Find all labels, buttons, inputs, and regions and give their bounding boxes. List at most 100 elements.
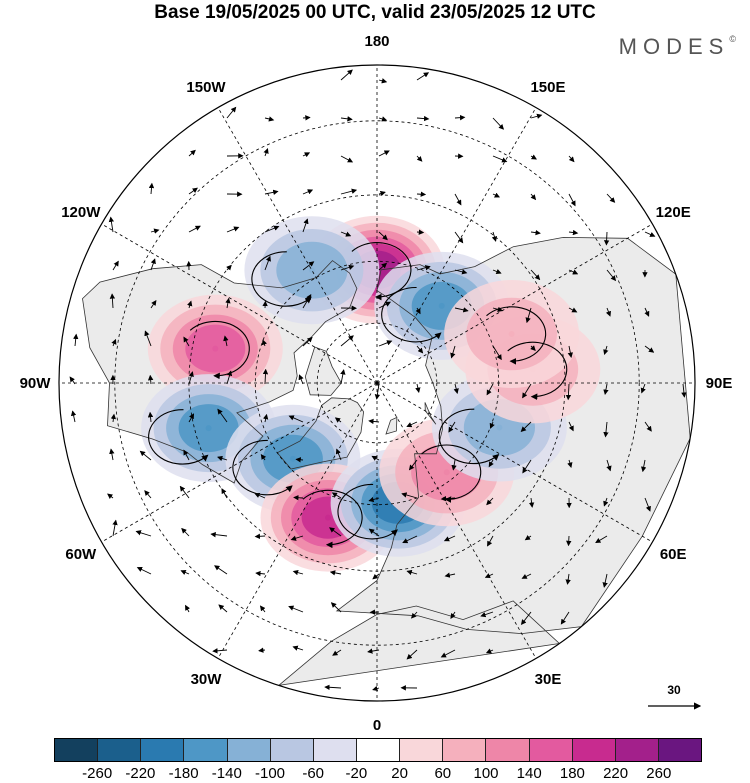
longitude-label: 120E <box>656 204 691 221</box>
longitude-label: 90W <box>20 375 52 392</box>
wind-vector <box>218 604 228 613</box>
meridian <box>376 107 537 384</box>
wind-vector <box>448 421 456 433</box>
circulation-arrow <box>251 251 312 307</box>
wind-vector <box>487 535 494 547</box>
wind-vector <box>492 192 501 198</box>
wind-vector <box>292 569 304 576</box>
wind-vector <box>416 191 427 197</box>
wind-vector <box>378 150 390 157</box>
wind-vector <box>112 519 118 537</box>
meridian <box>101 223 378 384</box>
colorbar-segment <box>184 739 228 761</box>
wind-vector <box>258 647 266 653</box>
wind-vector <box>263 148 269 157</box>
wind-vector <box>334 417 342 423</box>
wind-vector <box>568 193 576 207</box>
wind-vector <box>292 645 304 651</box>
wind-vector <box>298 374 304 385</box>
colorbar-tick-label: -100 <box>254 765 286 782</box>
wind-vector <box>524 535 532 541</box>
colorbar-segment <box>55 739 99 761</box>
wind-vector <box>69 376 76 385</box>
wind-vector <box>450 345 456 359</box>
wind-vector <box>221 488 228 499</box>
wind-vector <box>368 528 380 537</box>
polar-map: 180 150E 120E 90E 60E 30E 0 30W 60W 90W 120W 150W 3… <box>20 33 733 734</box>
wind-vector <box>415 383 421 393</box>
wind-vector <box>408 459 418 471</box>
land-mass <box>278 600 560 686</box>
wind-vector <box>416 115 430 122</box>
wind-vector <box>485 648 494 654</box>
circulation-arrow <box>232 439 293 496</box>
coastline <box>304 346 342 396</box>
wind-vector <box>644 497 651 512</box>
wind-vector <box>150 228 160 234</box>
wind-vector <box>378 301 391 309</box>
colorbar-segment <box>313 739 357 761</box>
wind-vector <box>681 383 687 398</box>
colorbar-segment <box>98 739 142 761</box>
anomaly-core <box>496 424 503 431</box>
wind-vector <box>340 155 354 163</box>
wind-vector <box>565 383 572 401</box>
colorbar-segment <box>356 739 401 761</box>
wind-vector <box>492 155 508 163</box>
wind-vector <box>226 226 240 233</box>
wind-vector <box>568 307 578 313</box>
wind-vector <box>372 685 380 692</box>
wind-vector <box>488 459 494 468</box>
wind-vector <box>492 117 505 130</box>
wind-vector <box>290 535 304 541</box>
wind-vector <box>368 496 380 503</box>
wind-vector <box>187 300 193 309</box>
wind-vector <box>530 193 537 201</box>
wind-vector <box>525 307 532 324</box>
colorbar-segment <box>658 739 702 761</box>
wind-vector <box>568 269 579 275</box>
wind-vector <box>212 648 228 654</box>
wind-vector <box>640 383 646 394</box>
wind-vector <box>374 383 381 400</box>
wind-vector <box>605 307 611 317</box>
wind-vector <box>135 530 152 537</box>
wind-vector <box>259 605 266 613</box>
meridian <box>217 107 378 384</box>
wind-vector <box>226 106 237 119</box>
colorbar-tick-label: -20 <box>345 765 368 782</box>
colorbar-ticks: -260 -220 -180 -140 -100 -60 -20 20 60 100 140 180 2… <box>54 765 702 783</box>
wind-vector <box>139 450 152 461</box>
wind-vector <box>324 684 342 690</box>
wind-vectors <box>69 69 687 692</box>
wind-vector <box>521 573 532 579</box>
wind-vector <box>416 229 425 235</box>
wind-vector <box>480 611 494 618</box>
anomaly-core <box>443 469 450 476</box>
wind-vector <box>136 567 152 575</box>
wind-vector <box>567 345 573 358</box>
wind-vector <box>188 149 196 157</box>
wind-vector <box>302 152 311 158</box>
wind-vector <box>109 293 116 309</box>
wind-vector <box>147 374 154 385</box>
wind-vector <box>606 269 617 282</box>
circulation-arrow <box>421 444 482 503</box>
longitude-label: 60W <box>65 546 97 563</box>
colorbar-segment <box>227 739 271 761</box>
circulation-arrow <box>148 409 209 465</box>
wind-vector <box>255 570 266 577</box>
wind-vector <box>530 345 536 351</box>
wind-vector <box>602 573 608 588</box>
wind-vector <box>302 261 315 271</box>
wind-vector <box>378 190 386 197</box>
wind-vector <box>371 455 380 461</box>
modes-logo: MODES© <box>619 34 736 60</box>
wind-vector <box>443 535 456 542</box>
reference-vector-label: 30 <box>667 683 681 697</box>
colorbar-segment <box>572 739 616 761</box>
wind-vector <box>340 335 354 347</box>
colorbar-segment <box>615 739 659 761</box>
wind-vector <box>302 336 313 347</box>
wind-vector <box>520 611 532 626</box>
